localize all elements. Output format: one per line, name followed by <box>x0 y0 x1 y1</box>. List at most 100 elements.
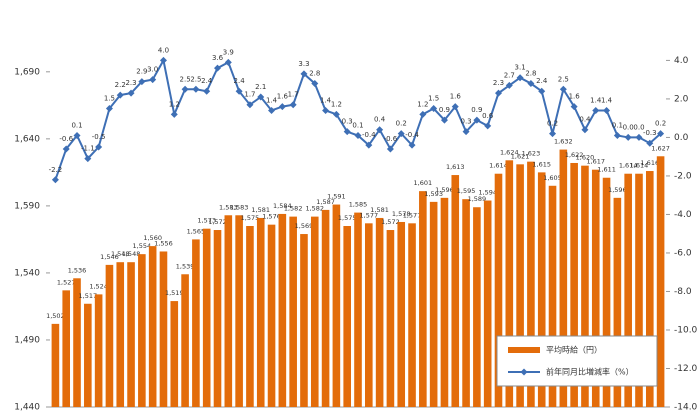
bar-value-label: 1,582 <box>284 205 303 213</box>
bar-value-label: 1,546 <box>100 253 119 261</box>
marker <box>73 132 81 139</box>
bar <box>635 173 643 407</box>
bar-value-label: 1,536 <box>68 266 87 274</box>
marker <box>138 78 146 86</box>
line-value-label: 2.8 <box>309 70 320 78</box>
marker <box>592 106 600 114</box>
legend-marker <box>520 368 528 376</box>
bar-value-label: 1,589 <box>468 195 487 203</box>
y-tick-label: 1,640 <box>14 134 40 144</box>
bar <box>148 246 157 407</box>
bar-value-label: 1,583 <box>219 203 238 211</box>
marker <box>311 80 319 88</box>
bar-value-label: 1,614 <box>619 162 638 170</box>
bar-value-label: 1,556 <box>154 239 173 247</box>
bar-value-label: 1,582 <box>305 205 324 213</box>
bar <box>581 165 589 407</box>
bar <box>408 223 416 407</box>
marker <box>386 145 394 153</box>
bar <box>386 230 395 407</box>
line-value-label: 0.2 <box>547 120 558 128</box>
line-value-label: 3.1 <box>515 64 526 72</box>
bar-value-label: 1,594 <box>478 189 497 197</box>
bar-value-label: 1,560 <box>143 234 162 242</box>
y2-tick-label: -14.0 <box>674 403 698 413</box>
bar <box>516 164 524 407</box>
bar <box>224 215 233 407</box>
bar-value-label: 1,596 <box>608 186 627 194</box>
bar-value-label: 1,517 <box>79 292 98 300</box>
bar <box>213 230 222 407</box>
line-value-label: 0.9 <box>439 106 450 114</box>
marker <box>570 103 578 111</box>
line-value-label: 0.1 <box>352 122 363 130</box>
marker <box>278 103 286 111</box>
line-value-label: 2.2 <box>115 81 126 89</box>
bar-value-label: 1,572 <box>381 218 400 226</box>
bar <box>310 216 319 407</box>
line-value-label: 1.4 <box>590 96 602 104</box>
bar-value-label: 1,595 <box>457 187 476 195</box>
line-value-label: 1.6 <box>450 93 462 101</box>
line-value-label: 1.2 <box>331 100 342 108</box>
marker <box>170 110 178 118</box>
marker <box>419 110 427 118</box>
line-value-label: 0.0 <box>633 123 644 131</box>
y2-tick-label: -4.0 <box>674 210 692 220</box>
bar <box>127 262 135 407</box>
line-value-label: 1.6 <box>569 93 581 101</box>
bar <box>181 274 189 407</box>
bar <box>300 234 308 407</box>
line <box>54 57 662 181</box>
bar-value-label: 1,576 <box>262 213 281 221</box>
bar-value-label: 1,519 <box>165 289 184 297</box>
marker <box>268 106 276 114</box>
marker <box>149 76 157 84</box>
bar <box>570 162 578 407</box>
marker <box>408 141 416 149</box>
bar <box>62 290 71 407</box>
bar-value-label: 1,524 <box>89 282 108 290</box>
bar-value-label: 1,620 <box>576 154 595 162</box>
line-value-label: 1.5 <box>428 95 439 103</box>
bar-value-label: 1,527 <box>57 278 76 286</box>
y2-tick-label: -12.0 <box>674 364 698 374</box>
marker <box>657 130 665 138</box>
bar <box>159 251 168 407</box>
bar <box>116 262 125 407</box>
line-value-label: 2.4 <box>234 77 246 85</box>
bar <box>613 197 622 407</box>
marker <box>127 89 135 97</box>
legend-box <box>496 335 658 387</box>
marker <box>343 128 351 136</box>
marker <box>105 105 113 113</box>
bar <box>343 226 351 407</box>
bar <box>483 200 492 407</box>
bar-value-label: 1,575 <box>241 214 260 222</box>
bar-value-label: 1,581 <box>251 206 270 214</box>
marker <box>451 103 459 111</box>
line-value-label: 1.7 <box>244 91 255 99</box>
bar <box>278 213 287 407</box>
bar-value-label: 1,554 <box>133 242 152 250</box>
bar-value-label: 1,601 <box>414 179 433 187</box>
marker <box>462 128 470 136</box>
bar <box>602 177 611 407</box>
y2-tick-label: -10.0 <box>674 325 698 335</box>
legend-label: 前年同月比増減率（%） <box>546 367 634 377</box>
bar-value-label: 1,616 <box>640 159 659 167</box>
line-value-label: -0.3 <box>643 129 657 137</box>
marker <box>214 64 222 72</box>
marker <box>95 143 103 151</box>
bar <box>365 223 373 407</box>
line-value-label: -2.2 <box>49 166 63 174</box>
line-value-label: 2.3 <box>125 79 136 87</box>
y-tick-label: 1,590 <box>14 201 40 211</box>
line-value-label: 0.6 <box>482 112 494 120</box>
marker <box>505 81 513 89</box>
bar <box>419 191 427 407</box>
marker <box>322 106 330 114</box>
bar <box>397 221 406 407</box>
bar-value-label: 1,611 <box>597 166 616 174</box>
line-value-label: -1.1 <box>81 145 95 153</box>
